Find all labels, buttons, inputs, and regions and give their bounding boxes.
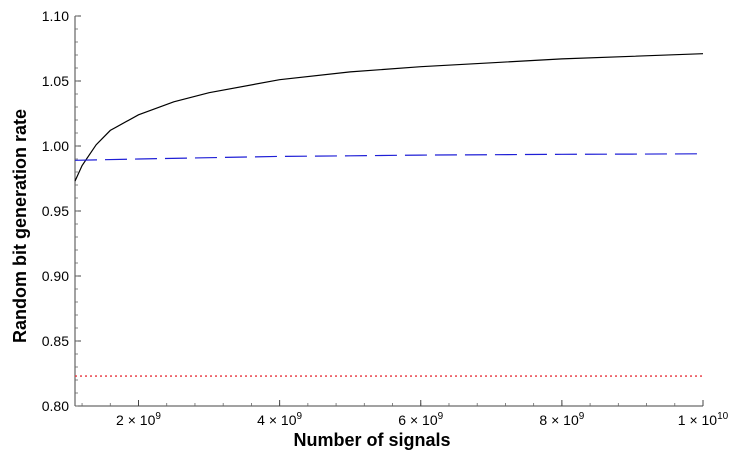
x-tick-label: 2 × 109 — [116, 411, 161, 428]
x-tick-label: 6 × 109 — [398, 411, 443, 428]
x-axis-title: Number of signals — [293, 430, 450, 450]
series-line-2 — [74, 153, 704, 161]
y-tick-label: 1.10 — [42, 8, 69, 24]
x-tick-label: 8 × 109 — [539, 411, 584, 428]
y-axis-title: Random bit generation rate — [10, 109, 30, 343]
axes — [74, 16, 703, 407]
y-tick-label: 0.85 — [42, 333, 69, 349]
y-tick-label: 1.05 — [42, 73, 69, 89]
y-tick-label: 0.80 — [42, 398, 69, 414]
y-tick-label: 0.90 — [42, 268, 69, 284]
x-tick-label: 1 × 1010 — [678, 411, 729, 428]
y-tick-label: 1.00 — [42, 138, 69, 154]
series-line-1 — [74, 53, 704, 182]
series-layer — [74, 53, 704, 377]
ticks-layer: 0.80 0.85 0.90 0.95 1.00 1.05 1.10 2 × 109 4 × 1… — [42, 8, 729, 428]
x-tick-label: 4 × 109 — [257, 411, 302, 428]
y-tick-label: 0.95 — [42, 203, 69, 219]
